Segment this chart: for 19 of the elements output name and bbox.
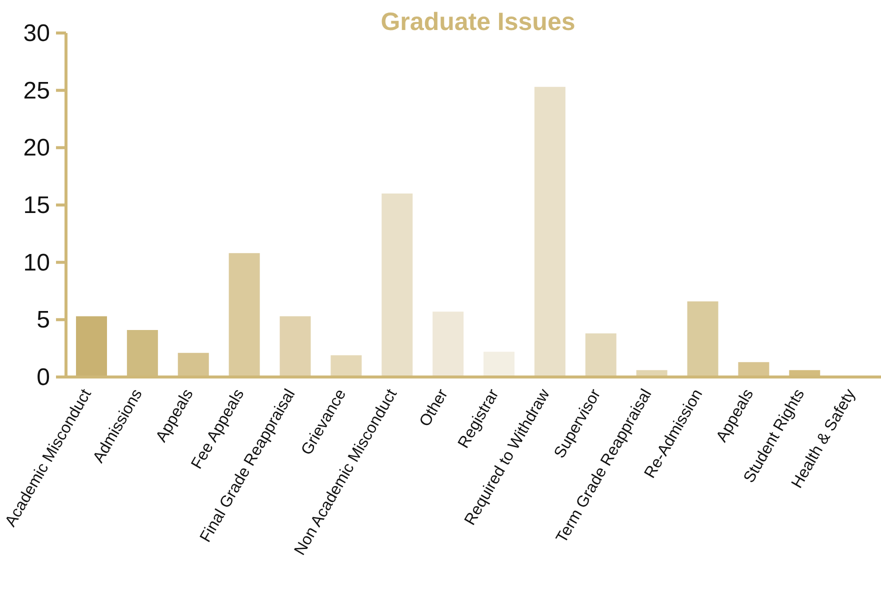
y-tick-label: 10: [23, 249, 50, 276]
bar: [280, 316, 311, 377]
y-tick-label: 0: [36, 364, 50, 391]
bar: [687, 301, 718, 377]
bar: [228, 253, 260, 377]
bar: [738, 362, 770, 377]
bar: [585, 333, 616, 377]
y-tick-label: 30: [23, 20, 50, 47]
y-tick-label: 15: [23, 192, 50, 219]
bar: [432, 312, 464, 377]
y-tick-label: 5: [36, 306, 50, 334]
bar: [330, 355, 362, 377]
y-tick-label: 20: [23, 134, 50, 162]
bar: [484, 352, 514, 377]
bar: [382, 194, 413, 377]
bar: [178, 352, 209, 377]
chart-title: Graduate Issues: [380, 8, 576, 36]
bar: [534, 86, 566, 377]
y-tick-label: 25: [23, 77, 50, 104]
